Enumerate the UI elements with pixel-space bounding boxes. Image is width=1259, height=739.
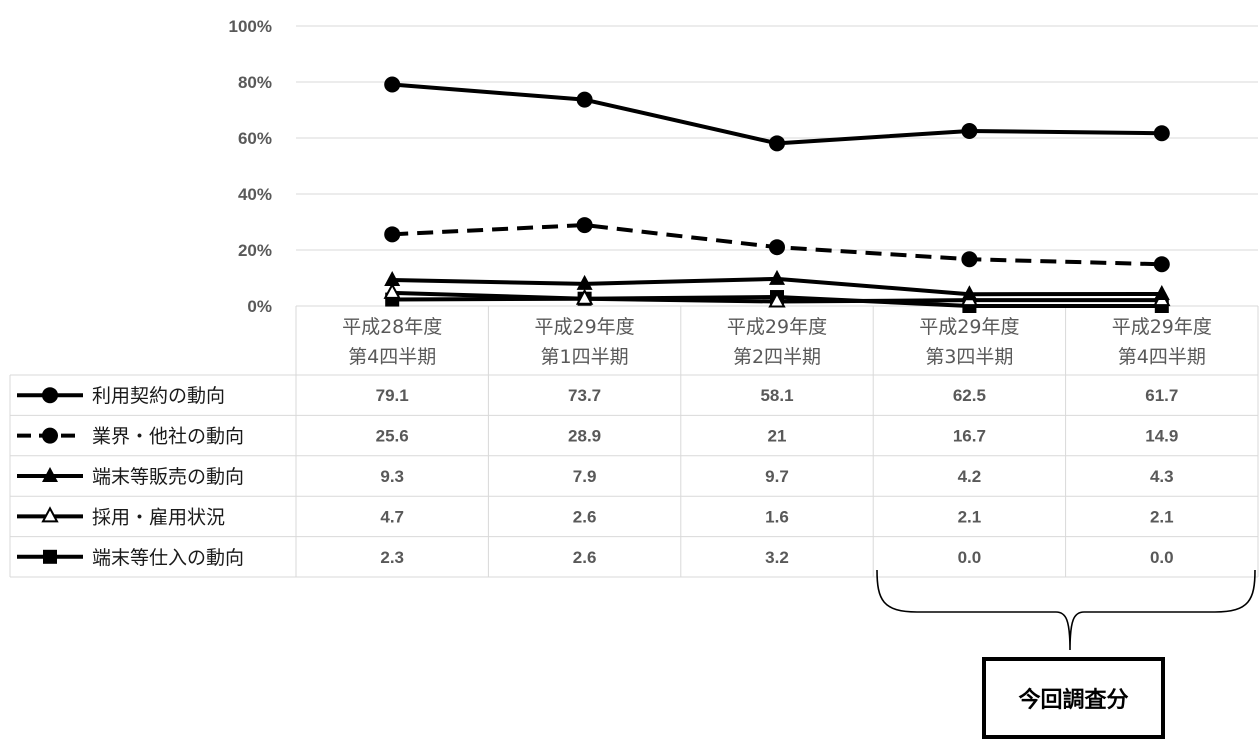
data-label: 2.1 [958,507,982,526]
data-label: 58.1 [760,386,793,405]
data-point [1153,125,1170,142]
data-label: 9.3 [380,467,404,486]
brace [876,569,1256,651]
data-label: 2.3 [380,548,404,567]
data-label: 4.3 [1150,467,1174,486]
data-point [576,274,593,290]
data-label: 9.7 [765,467,789,486]
series-name: 端末等販売の動向 [92,466,244,488]
series-name: 端末等仕入の動向 [92,547,244,569]
data-point [768,291,786,308]
x-tick-label: 平成29年度 [535,316,635,338]
series-name: 採用・雇用状況 [92,506,225,528]
x-tick-label: 第4四半期 [348,346,436,368]
legend-marker [42,467,58,482]
x-tick-label: 平成29年度 [919,316,1019,338]
y-tick-label: 80% [238,73,272,92]
data-label: 28.9 [568,427,601,446]
x-tick-label: 平成28年度 [342,316,442,338]
data-label: 0.0 [958,548,982,567]
data-label: 2.6 [573,507,597,526]
data-label: 25.6 [376,427,409,446]
data-label: 1.6 [765,507,789,526]
x-tick-label: 第1四半期 [541,346,629,368]
data-label: 73.7 [568,386,601,405]
data-label: 7.9 [573,467,597,486]
data-label: 4.7 [380,507,404,526]
data-point [961,123,978,139]
x-tick-label: 平成29年度 [1112,316,1212,338]
data-label: 79.1 [376,386,409,405]
data-point [576,217,593,234]
y-tick-label: 60% [238,129,272,148]
x-tick-label: 第3四半期 [925,346,1013,368]
data-point [383,282,401,299]
x-tick-label: 第2四半期 [733,346,821,368]
data-label: 62.5 [953,386,986,405]
data-point [1153,256,1170,273]
data-point [961,251,978,268]
data-point [384,76,401,93]
x-tick-label: 第4四半期 [1118,346,1206,368]
data-label: 2.1 [1150,507,1174,526]
series-name: 利用契約の動向 [92,385,225,407]
legend-marker [43,549,57,564]
legend-marker [42,387,58,404]
data-point [961,285,978,301]
current-survey-callout: 今回調査分 [982,657,1165,739]
data-point [576,91,593,108]
y-tick-label: 100% [229,17,272,36]
data-point [575,288,594,305]
data-point [769,135,785,152]
data-label: 2.6 [573,548,597,567]
data-point [1153,284,1170,300]
data-label: 14.9 [1145,427,1178,446]
data-point [384,226,401,243]
data-point [384,270,401,286]
data-label: 61.7 [1145,386,1178,405]
data-label: 3.2 [765,548,789,567]
data-label: 0.0 [1150,548,1174,567]
series-name: 業界・他社の動向 [92,426,244,448]
y-tick-label: 0% [247,297,272,316]
data-label: 16.7 [953,427,986,446]
series-line [392,82,1162,146]
x-tick-label: 平成29年度 [727,316,827,338]
legend-marker [42,427,58,444]
data-label: 21 [768,427,787,446]
data-label: 4.2 [958,467,982,486]
y-tick-label: 40% [238,185,272,204]
data-point [769,269,785,285]
current-survey-label: 今回調査分 [1018,688,1129,713]
data-point [769,239,785,256]
legend-marker [41,506,59,523]
y-tick-label: 20% [238,241,272,260]
